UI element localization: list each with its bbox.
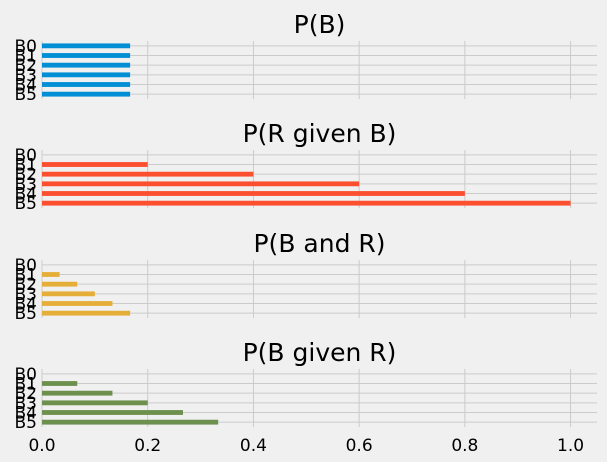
y-tick-label: B2 [15, 275, 37, 295]
x-tick-label: 0.4 [240, 436, 267, 456]
y-tick-label: B5 [15, 413, 37, 433]
y-tick-label: B4 [15, 404, 37, 424]
bar-B4 [42, 191, 465, 196]
bar-B4 [42, 410, 183, 415]
y-tick-label: B2 [15, 56, 37, 76]
y-tick-label: B0 [15, 365, 37, 385]
bar-B1 [42, 272, 60, 277]
y-tick-label: B5 [15, 194, 37, 214]
bar-B3 [42, 291, 95, 297]
y-tick-label: B0 [15, 146, 37, 166]
y-tick-label: B0 [15, 256, 37, 276]
y-tick-label: B4 [15, 76, 37, 96]
y-tick-label: B0 [15, 37, 37, 57]
bar-B5 [42, 200, 571, 206]
y-tick-label: B2 [15, 384, 37, 404]
y-tick-label: B3 [15, 175, 37, 195]
bar-B2 [42, 62, 131, 68]
y-tick-label: B1 [15, 266, 37, 286]
y-tick-label: B2 [15, 165, 37, 185]
bar-B3 [42, 181, 360, 187]
bar-B5 [42, 310, 131, 316]
bar-B1 [42, 381, 78, 386]
y-tick-label: B4 [15, 295, 37, 315]
x-tick-label: 0.2 [134, 436, 161, 456]
y-tick-label: B3 [15, 394, 37, 414]
y-tick-label: B5 [15, 85, 37, 105]
bar-B5 [42, 91, 131, 97]
y-tick-label: B5 [15, 304, 37, 324]
bar-B2 [42, 281, 78, 287]
y-tick-label: B3 [15, 66, 37, 86]
bar-B2 [42, 171, 254, 177]
bar-B4 [42, 301, 113, 306]
bar-B1 [42, 53, 131, 58]
x-tick-label: 0.0 [28, 436, 55, 456]
bar-B1 [42, 162, 148, 167]
bar-B2 [42, 390, 113, 396]
bar-B5 [42, 419, 219, 425]
bar-B3 [42, 72, 131, 78]
y-tick-label: B1 [15, 375, 37, 395]
subplot-title: P(B and R) [253, 229, 385, 258]
y-tick-label: B1 [15, 47, 37, 67]
subplot-title: P(B given R) [243, 338, 397, 367]
x-tick-label: 1.0 [557, 436, 584, 456]
subplot-title: P(B) [294, 10, 346, 39]
y-tick-label: B4 [15, 185, 37, 205]
bar-B3 [42, 400, 148, 406]
bar-B4 [42, 82, 131, 87]
bar-B0 [42, 43, 131, 49]
x-tick-label: 0.8 [451, 436, 478, 456]
y-tick-label: B3 [15, 285, 37, 305]
x-tick-label: 0.6 [346, 436, 373, 456]
subplot-title: P(R given B) [243, 119, 397, 148]
y-tick-label: B1 [15, 156, 37, 176]
